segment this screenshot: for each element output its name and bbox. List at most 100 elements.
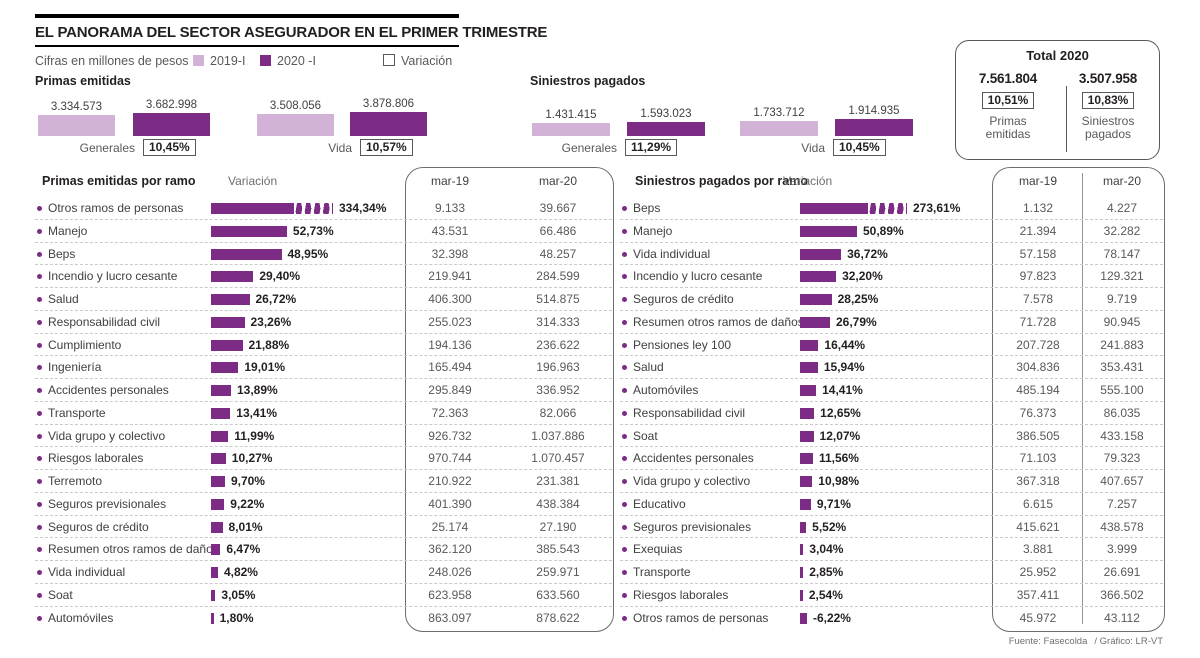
variation-bar <box>211 316 245 328</box>
mar20-value: 633.560 <box>536 587 580 602</box>
table-row: Soat 12,07% 386.505 433.158 <box>620 425 1163 448</box>
bullet-icon <box>37 228 42 234</box>
bullet-icon <box>622 501 627 507</box>
group-variation-box: 10,45% <box>833 138 886 156</box>
variation-value: 36,72% <box>847 246 888 261</box>
table-row: Vida individual 36,72% 57.158 78.147 <box>620 243 1163 266</box>
ramo-label: Transporte <box>633 565 691 579</box>
table-row: Resumen otros ramos de daños 26,79% 71.728… <box>620 311 1163 334</box>
variation-bar <box>211 544 221 556</box>
mar20-value: 129.321 <box>1100 269 1144 284</box>
ramo-label: Salud <box>48 292 79 306</box>
variation-value: 12,07% <box>819 428 861 443</box>
variation-bar <box>800 203 907 214</box>
mar20-value: 259.971 <box>536 565 580 579</box>
variation-value: 21,88% <box>248 337 290 352</box>
total-panel-divider <box>1066 86 1067 152</box>
table-row: Seguros previsionales 9,22% 401.390 438.384 <box>35 493 612 516</box>
ramo-label: Resumen otros ramos de daños <box>48 542 219 557</box>
siniestros-variation-header: Variación <box>783 174 833 188</box>
variation-value: 2,85% <box>809 565 844 579</box>
mar19-value: 57.158 <box>1019 246 1057 261</box>
mar19-value: 207.728 <box>1016 337 1060 352</box>
mar19-value: 367.318 <box>1016 474 1060 488</box>
mar19-value: 45.972 <box>1019 610 1057 625</box>
mar19-value: 485.194 <box>1016 383 1060 397</box>
bullet-icon <box>622 615 627 621</box>
variation-bar <box>211 589 216 601</box>
mar19-value: 970.744 <box>428 451 472 466</box>
total-primas-value: 7.561.804 <box>978 71 1038 86</box>
mar19-value: 219.941 <box>428 269 472 284</box>
table-row: Accidentes personales 13,89% 295.849 336.95… <box>35 379 612 402</box>
table-row: Seguros previsionales 5,52% 415.621 438.578 <box>620 516 1163 539</box>
mar19-value: 76.373 <box>1019 405 1057 420</box>
bar-2019 <box>257 114 334 136</box>
mar19-value: 304.836 <box>1016 360 1060 375</box>
variation-value: 10,27% <box>231 451 273 466</box>
variation-value: 3,04% <box>809 542 844 557</box>
variation-bar <box>800 294 832 305</box>
bar-value-label: 1.733.712 <box>753 106 805 119</box>
footer-credits: Fuente: Fasecolda / Gráfico: LR-VT <box>1000 636 1163 647</box>
ramo-label: Exequias <box>633 542 683 557</box>
variation-value: 9,22% <box>230 496 265 511</box>
variation-value: 13,89% <box>237 383 278 397</box>
group-variation-box: 10,57% <box>360 138 413 156</box>
bar-break-icon <box>294 203 332 214</box>
table-row: Vida individual 4,82% 248.026 259.971 <box>35 561 612 584</box>
ramo-label: Salud <box>633 360 664 375</box>
mar19-value: 32.398 <box>431 246 469 261</box>
variation-bar <box>800 453 813 465</box>
bar-column-light: 1.431.415 <box>532 109 610 136</box>
bullet-icon <box>622 570 627 575</box>
primas-section-title: Primas emitidas <box>35 74 131 88</box>
page-title: EL PANORAMA DEL SECTOR ASEGURADOR EN EL … <box>35 24 548 41</box>
ramo-label: Soat <box>48 587 73 602</box>
bullet-icon <box>37 479 42 484</box>
bar-value-label: 1.593.023 <box>640 107 692 120</box>
bullet-icon <box>622 433 627 439</box>
variation-value: 11,29% <box>625 139 678 156</box>
ramo-label: Riesgos laborales <box>633 587 729 602</box>
mar19-value: 401.390 <box>428 496 472 511</box>
table-row: Responsabilidad civil 23,26% 255.023 314.33… <box>35 311 612 334</box>
title-top-rule <box>35 14 459 18</box>
group-label: Generales <box>79 141 135 155</box>
primas-table-header: Primas emitidas por ramo Variación mar-1… <box>35 174 612 194</box>
total-siniestros-label: Siniestros pagados <box>1081 114 1135 141</box>
table-row: Beps 48,95% 32.398 48.257 <box>35 243 612 266</box>
table-row: Incendio y lucro cesante 32,20% 97.823 129.… <box>620 265 1163 288</box>
variation-value: 5,52% <box>812 519 847 534</box>
legend-swatch-2020-icon <box>260 55 271 66</box>
legend-label-2019: 2019-I <box>210 54 246 68</box>
table-row: Responsabilidad civil 12,65% 76.373 86.035 <box>620 402 1163 425</box>
variation-bar <box>211 385 231 396</box>
ramo-label: Incendio y lucro cesante <box>633 269 763 284</box>
variation-value: 9,70% <box>230 474 265 488</box>
primas-mar19-header: mar-19 <box>430 174 469 188</box>
variation-value: 2,54% <box>808 587 843 602</box>
table-row: Soat 3,05% 623.958 633.560 <box>35 584 612 607</box>
bullet-icon <box>37 274 42 280</box>
variation-value: 28,25% <box>837 292 879 306</box>
bullet-icon <box>37 388 42 393</box>
variation-bar <box>211 294 250 305</box>
ramo-label: Accidentes personales <box>48 383 169 397</box>
variation-bar <box>211 339 243 351</box>
variation-value: 48,95% <box>287 246 329 261</box>
bar-value-label: 1.431.415 <box>545 109 597 122</box>
total-siniestros-cell: 3.507.958 10,83% Siniestros pagados <box>1058 71 1158 141</box>
mar19-value: 357.411 <box>1016 587 1060 602</box>
variation-bar <box>800 476 813 487</box>
table-row: Terremoto 9,70% 210.922 231.381 <box>35 470 612 493</box>
mar19-value: 255.023 <box>428 314 472 329</box>
bullet-icon <box>622 524 627 530</box>
variation-value: 9,71% <box>816 496 851 511</box>
bullet-icon <box>37 297 42 302</box>
table-row: Salud 26,72% 406.300 514.875 <box>35 288 612 311</box>
total-siniestros-value: 3.507.958 <box>1078 71 1138 86</box>
bullet-icon <box>622 274 627 280</box>
bullet-icon <box>37 342 42 348</box>
mar19-value: 71.103 <box>1019 451 1057 466</box>
